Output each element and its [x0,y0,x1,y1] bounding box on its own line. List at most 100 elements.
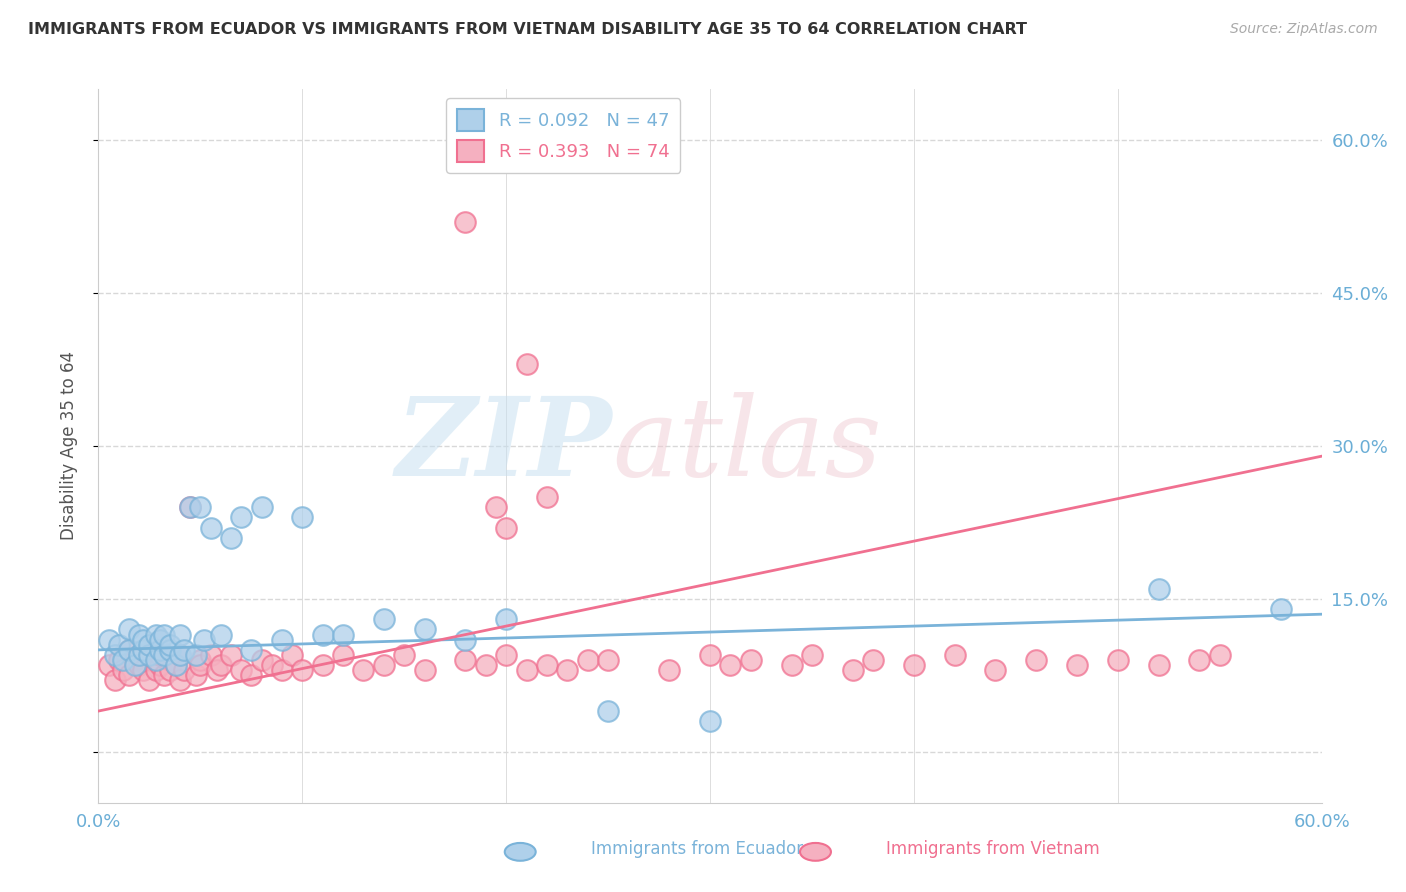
Point [209,658,232,673]
Point [138,648,160,662]
Point [138,673,160,688]
Text: IMMIGRANTS FROM ECUADOR VS IMMIGRANTS FROM VIETNAM DISABILITY AGE 35 TO 64 CORRE: IMMIGRANTS FROM ECUADOR VS IMMIGRANTS FR… [28,22,1028,37]
Point [943,648,966,662]
Point [332,648,354,662]
Text: Source: ZipAtlas.com: Source: ZipAtlas.com [1230,22,1378,37]
Point [165,658,187,673]
Point [720,658,742,673]
Point [1147,658,1170,673]
Point [97,632,120,647]
Point [984,663,1007,677]
Point [179,500,201,515]
Point [485,500,508,515]
Point [780,658,803,673]
Point [152,627,174,641]
Point [598,653,620,667]
Point [186,668,208,682]
Point [152,668,174,682]
Point [209,627,232,641]
Point [413,663,436,677]
Point [373,612,395,626]
Point [118,623,141,637]
Point [231,663,253,677]
Point [149,658,172,673]
Point [250,500,273,515]
Point [118,643,141,657]
Text: ZIP: ZIP [395,392,612,500]
Point [159,643,181,657]
Point [495,520,517,534]
Point [219,531,242,545]
Point [454,215,477,229]
Point [97,658,120,673]
Text: Immigrants from Ecuador: Immigrants from Ecuador [591,840,803,858]
Point [474,658,498,673]
Point [132,663,155,677]
Point [200,648,222,662]
Point [231,510,253,524]
Point [219,648,242,662]
Point [108,638,131,652]
Point [270,663,294,677]
Point [312,658,335,673]
Point [188,658,212,673]
Point [536,658,558,673]
Point [145,653,167,667]
Point [200,520,222,534]
Point [557,663,579,677]
Point [205,663,228,677]
Point [111,663,134,677]
Point [169,673,191,688]
Point [186,648,208,662]
Point [128,648,150,662]
Point [124,658,146,673]
Point [128,658,150,673]
Point [132,643,155,657]
Legend: R = 0.092   N = 47, R = 0.393   N = 74: R = 0.092 N = 47, R = 0.393 N = 74 [446,98,681,173]
Point [128,648,150,662]
Point [145,663,167,677]
Point [169,648,191,662]
Point [332,627,354,641]
Point [291,510,314,524]
Point [1270,602,1292,616]
Point [281,648,304,662]
Point [495,612,517,626]
Point [159,638,181,652]
Point [903,658,925,673]
Point [188,653,212,667]
Point [454,632,477,647]
Point [801,648,824,662]
Point [108,653,131,667]
Point [169,648,191,662]
Point [132,632,155,647]
Point [118,668,141,682]
Point [240,668,263,682]
Point [413,623,436,637]
Point [270,632,294,647]
Point [128,627,150,641]
Point [699,648,721,662]
Point [104,673,127,688]
Point [173,643,195,657]
Point [1107,653,1129,667]
Point [658,663,681,677]
Point [159,663,181,677]
Point [1147,582,1170,596]
Y-axis label: Disability Age 35 to 64: Disability Age 35 to 64 [59,351,77,541]
Point [516,358,538,372]
Point [576,653,599,667]
Point [111,653,134,667]
Point [699,714,721,729]
Point [193,632,215,647]
Point [138,648,160,662]
Point [149,648,172,662]
Point [179,500,201,515]
Point [454,653,477,667]
Point [159,653,181,667]
Point [118,643,141,657]
Point [260,658,283,673]
Point [1188,653,1211,667]
Point [740,653,762,667]
Point [250,653,273,667]
